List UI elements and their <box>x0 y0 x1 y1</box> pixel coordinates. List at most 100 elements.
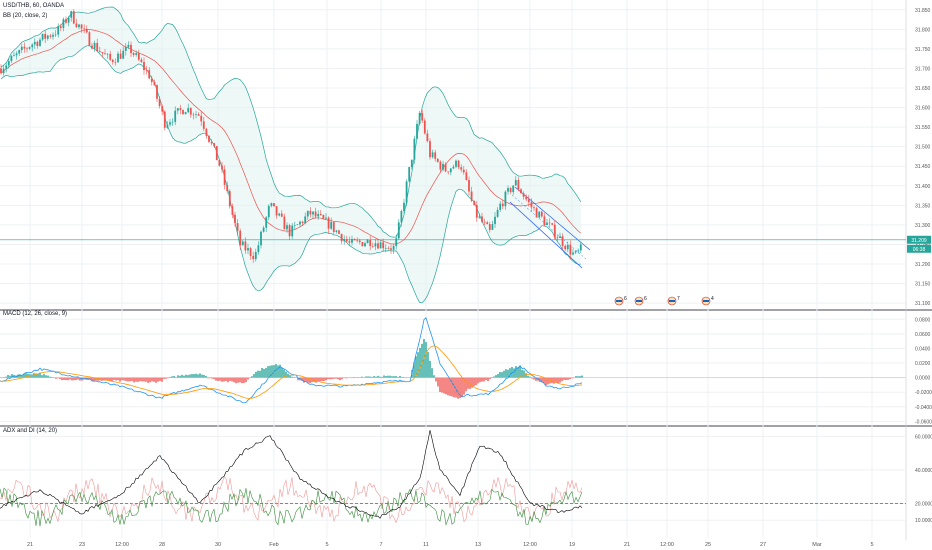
macd-histogram-bar[interactable] <box>151 377 153 382</box>
macd-histogram-bar[interactable] <box>125 377 127 382</box>
macd-histogram-bar[interactable] <box>375 376 377 378</box>
macd-histogram-bar[interactable] <box>445 377 447 395</box>
macd-histogram-bar[interactable] <box>163 377 165 379</box>
macd-histogram-bar[interactable] <box>127 377 129 382</box>
price-candle[interactable] <box>124 47 127 51</box>
macd-histogram-bar[interactable] <box>177 375 179 378</box>
macd-histogram-bar[interactable] <box>49 376 51 378</box>
macd-histogram-bar[interactable] <box>115 377 117 381</box>
macd-histogram-bar[interactable] <box>157 377 159 382</box>
price-candle[interactable] <box>179 108 182 111</box>
macd-histogram-bar[interactable] <box>247 377 249 380</box>
price-candle[interactable] <box>462 169 465 173</box>
macd-histogram-bar[interactable] <box>37 374 39 378</box>
macd-histogram-bar[interactable] <box>73 377 75 381</box>
macd-histogram-bar[interactable] <box>551 377 553 384</box>
macd-line[interactable] <box>0 317 583 404</box>
macd-histogram-bar[interactable] <box>473 377 475 387</box>
macd-histogram-bar[interactable] <box>475 377 477 386</box>
macd-histogram-bar[interactable] <box>173 375 175 378</box>
price-candle[interactable] <box>559 236 561 238</box>
macd-histogram-bar[interactable] <box>131 377 133 381</box>
macd-histogram-bar[interactable] <box>297 377 299 381</box>
macd-pane[interactable] <box>0 317 906 404</box>
macd-histogram-bar[interactable] <box>523 370 525 378</box>
macd-histogram-bar[interactable] <box>181 374 183 378</box>
macd-histogram-bar[interactable] <box>477 377 479 384</box>
macd-histogram-bar[interactable] <box>487 377 489 382</box>
macd-histogram-bar[interactable] <box>41 375 43 378</box>
price-candle[interactable] <box>75 23 78 28</box>
macd-histogram-bar[interactable] <box>69 377 71 380</box>
macd-histogram-bar[interactable] <box>67 377 69 381</box>
price-candle[interactable] <box>213 143 216 147</box>
macd-histogram-bar[interactable] <box>13 374 15 378</box>
macd-histogram-bar[interactable] <box>465 377 467 392</box>
macd-histogram-bar[interactable] <box>107 377 109 381</box>
price-candle[interactable] <box>28 47 31 49</box>
price-candle[interactable] <box>416 123 418 139</box>
price-candle[interactable] <box>205 128 208 136</box>
price-candle[interactable] <box>101 52 104 54</box>
price-candle[interactable] <box>520 189 522 194</box>
macd-histogram-bar[interactable] <box>441 377 443 393</box>
macd-histogram-bar[interactable] <box>563 377 565 380</box>
price-candle[interactable] <box>223 169 226 185</box>
price-candle[interactable] <box>543 216 546 226</box>
macd-histogram-bar[interactable] <box>415 356 417 378</box>
macd-histogram-bar[interactable] <box>419 347 421 378</box>
price-candle[interactable] <box>395 238 398 246</box>
price-candle[interactable] <box>249 248 252 256</box>
macd-histogram-bar[interactable] <box>319 377 321 382</box>
macd-histogram-bar[interactable] <box>119 377 121 382</box>
macd-histogram-bar[interactable] <box>567 377 569 380</box>
macd-histogram-bar[interactable] <box>489 377 491 380</box>
price-candle[interactable] <box>423 120 426 134</box>
macd-histogram-bar[interactable] <box>129 377 131 382</box>
macd-histogram-bar[interactable] <box>309 377 311 384</box>
macd-histogram-bar[interactable] <box>417 352 419 378</box>
macd-histogram-bar[interactable] <box>327 377 329 380</box>
macd-histogram-bar[interactable] <box>27 373 29 378</box>
price-candle[interactable] <box>247 248 249 251</box>
price-candle[interactable] <box>163 111 166 128</box>
macd-histogram-bar[interactable] <box>211 377 213 379</box>
macd-histogram-bar[interactable] <box>545 377 547 386</box>
price-candle[interactable] <box>104 53 106 55</box>
macd-histogram-bar[interactable] <box>281 367 283 378</box>
macd-histogram-bar[interactable] <box>413 362 415 378</box>
macd-histogram-bar[interactable] <box>451 377 453 397</box>
macd-histogram-bar[interactable] <box>289 375 291 378</box>
price-candle[interactable] <box>132 53 135 55</box>
price-candle[interactable] <box>288 225 291 237</box>
macd-histogram-bar[interactable] <box>47 375 49 378</box>
macd-histogram-bar[interactable] <box>443 377 445 394</box>
macd-histogram-bar[interactable] <box>179 375 181 378</box>
price-candle[interactable] <box>218 160 221 166</box>
price-candle[interactable] <box>283 216 286 230</box>
price-candle[interactable] <box>561 236 564 246</box>
price-candle[interactable] <box>161 106 164 112</box>
price-candle[interactable] <box>239 230 242 246</box>
macd-histogram-bar[interactable] <box>341 377 343 380</box>
price-candle[interactable] <box>273 203 275 207</box>
macd-histogram-bar[interactable] <box>197 374 199 378</box>
macd-histogram-bar[interactable] <box>11 374 13 378</box>
candlestick-series[interactable] <box>0 9 582 263</box>
price-candle[interactable] <box>478 216 481 218</box>
macd-histogram-bar[interactable] <box>377 375 379 378</box>
price-candle[interactable] <box>184 112 187 115</box>
price-candle[interactable] <box>369 239 372 247</box>
macd-histogram-bar[interactable] <box>509 368 511 378</box>
macd-histogram-bar[interactable] <box>117 377 119 381</box>
macd-histogram-bar[interactable] <box>217 377 219 381</box>
macd-histogram-bar[interactable] <box>71 377 73 381</box>
price-candle[interactable] <box>143 62 145 71</box>
macd-histogram-bar[interactable] <box>139 377 141 382</box>
macd-histogram-bar[interactable] <box>577 376 579 378</box>
macd-histogram-bar[interactable] <box>513 368 515 378</box>
price-candle[interactable] <box>465 172 468 180</box>
macd-histogram-bar[interactable] <box>555 377 557 383</box>
macd-histogram-bar[interactable] <box>503 370 505 378</box>
